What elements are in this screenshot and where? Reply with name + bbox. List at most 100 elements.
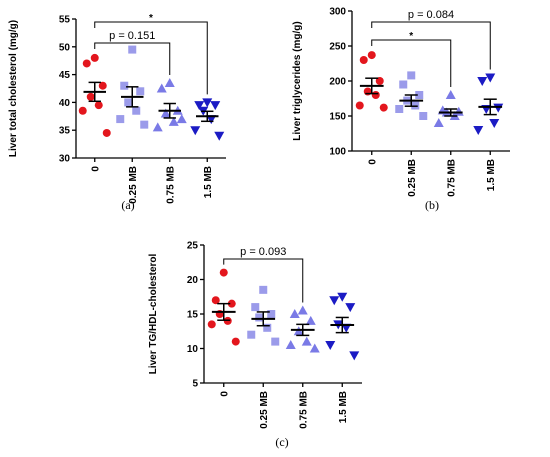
y-tick-label: 300	[329, 7, 346, 18]
point	[102, 128, 111, 137]
point	[132, 106, 141, 115]
point	[86, 92, 95, 101]
point	[140, 120, 149, 129]
x-tick-label: 0.25 MB	[128, 166, 139, 204]
point	[207, 320, 216, 329]
point	[160, 108, 171, 118]
y-axis-title: Liver total cholesterol (mg/g)	[8, 20, 19, 157]
point	[371, 91, 380, 99]
x-tick-label: 0	[367, 159, 378, 165]
y-axis-title: Liver TG/HDL-cholesterol	[148, 253, 159, 374]
point	[231, 337, 240, 346]
bracket-label: p = 0.151	[109, 30, 155, 42]
significance-bracket	[223, 258, 304, 303]
point	[227, 299, 236, 308]
point	[419, 112, 428, 120]
caption: (b)	[425, 198, 439, 212]
point	[164, 77, 175, 87]
y-tick-label: 10	[187, 344, 199, 355]
y-tick-label: 50	[59, 42, 71, 53]
point	[337, 292, 348, 302]
y-tick-label: 55	[59, 15, 71, 26]
point	[251, 303, 260, 312]
point	[489, 119, 500, 128]
significance-bracket	[371, 39, 452, 87]
bracket-label: p = 0.093	[240, 246, 286, 258]
caption: (c)	[275, 435, 288, 449]
point	[453, 106, 464, 116]
bracket-label: p = 0.084	[408, 9, 454, 21]
y-axis-title: Liver triglycerides (mg/g)	[292, 21, 303, 140]
point	[168, 116, 179, 126]
y-tick-label: 15	[187, 310, 199, 321]
x-tick-label: 0.75 MB	[298, 391, 309, 429]
point	[247, 330, 256, 339]
point	[399, 80, 408, 89]
point	[473, 126, 484, 135]
x-tick-label: 1.5 MB	[338, 391, 349, 423]
point	[285, 340, 296, 350]
significance-bracket	[371, 21, 491, 70]
point	[395, 105, 404, 113]
point	[289, 309, 300, 318]
point	[255, 313, 264, 322]
point	[206, 115, 217, 125]
y-tick-label: 150	[329, 112, 346, 123]
bracket-label: *	[409, 31, 413, 42]
y-tick-label: 45	[59, 70, 71, 81]
point	[355, 101, 364, 110]
y-tick-label: 5	[192, 379, 198, 390]
point	[120, 81, 129, 90]
y-tick-label: 40	[59, 98, 71, 109]
point	[128, 45, 137, 54]
point	[267, 310, 276, 318]
x-tick-label: 1.5 MB	[203, 166, 214, 198]
point	[82, 59, 91, 68]
x-tick-label: 0.25 MB	[407, 159, 418, 197]
point	[136, 87, 145, 96]
point	[214, 131, 225, 141]
point	[124, 98, 133, 107]
point	[379, 103, 388, 112]
point	[202, 98, 213, 108]
point	[194, 101, 205, 111]
y-tick-label: 250	[329, 42, 346, 53]
point	[116, 115, 125, 124]
bracket-label: *	[149, 13, 153, 24]
point	[297, 305, 308, 315]
x-tick-label: 0.25 MB	[259, 391, 270, 429]
x-tick-label: 0.75 MB	[165, 166, 176, 204]
point	[359, 56, 368, 64]
x-tick-label: 0	[219, 391, 230, 397]
point	[407, 71, 416, 80]
point	[445, 90, 456, 99]
caption: (a)	[121, 198, 134, 212]
point	[367, 51, 376, 60]
point	[329, 296, 340, 306]
significance-bracket	[94, 42, 171, 75]
point	[156, 83, 167, 93]
point	[90, 53, 99, 62]
point	[349, 351, 360, 361]
x-tick-label: 0.75 MB	[446, 159, 457, 197]
point	[94, 101, 103, 110]
point	[433, 118, 444, 127]
point	[190, 126, 201, 136]
point	[271, 337, 280, 346]
point	[493, 103, 504, 113]
point	[341, 323, 352, 333]
y-tick-label: 35	[59, 126, 71, 137]
point	[309, 343, 320, 353]
y-tick-label: 25	[187, 241, 199, 252]
point	[210, 101, 221, 111]
point	[211, 296, 220, 305]
point	[301, 336, 312, 346]
point	[176, 114, 187, 124]
point	[415, 91, 424, 99]
point	[375, 77, 384, 85]
y-tick-label: 100	[329, 147, 346, 158]
point	[345, 303, 356, 313]
point	[259, 285, 268, 294]
point	[152, 122, 163, 132]
